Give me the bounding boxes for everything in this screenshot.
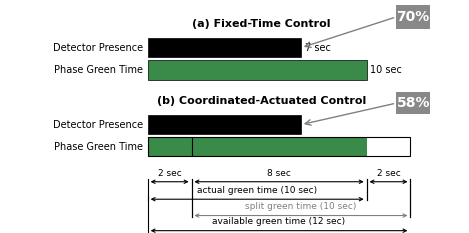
Text: 70%: 70%: [397, 10, 430, 24]
Text: 10 sec: 10 sec: [371, 65, 402, 75]
Text: 58%: 58%: [396, 96, 430, 110]
Bar: [148, 115, 301, 134]
Bar: [367, 137, 410, 157]
Text: split green time (10 sec): split green time (10 sec): [245, 202, 356, 211]
Text: 7 sec: 7 sec: [305, 43, 331, 53]
Text: (b) Coordinated-Actuated Control: (b) Coordinated-Actuated Control: [157, 96, 366, 106]
Bar: [148, 137, 410, 157]
Text: 2 sec: 2 sec: [377, 168, 401, 178]
Bar: [396, 92, 430, 114]
Bar: [148, 60, 367, 80]
Text: 8 sec: 8 sec: [267, 168, 291, 178]
Text: 2 sec: 2 sec: [158, 168, 182, 178]
Text: Phase Green Time: Phase Green Time: [54, 65, 143, 75]
Bar: [148, 38, 301, 57]
Text: actual green time (10 sec): actual green time (10 sec): [197, 186, 317, 195]
Text: Detector Presence: Detector Presence: [53, 120, 143, 130]
Bar: [191, 137, 367, 157]
Text: Detector Presence: Detector Presence: [53, 43, 143, 53]
Text: (a) Fixed-Time Control: (a) Fixed-Time Control: [192, 20, 331, 29]
Text: Phase Green Time: Phase Green Time: [54, 142, 143, 152]
Text: available green time (12 sec): available green time (12 sec): [212, 217, 346, 226]
Bar: [396, 5, 430, 29]
Bar: [148, 137, 191, 157]
